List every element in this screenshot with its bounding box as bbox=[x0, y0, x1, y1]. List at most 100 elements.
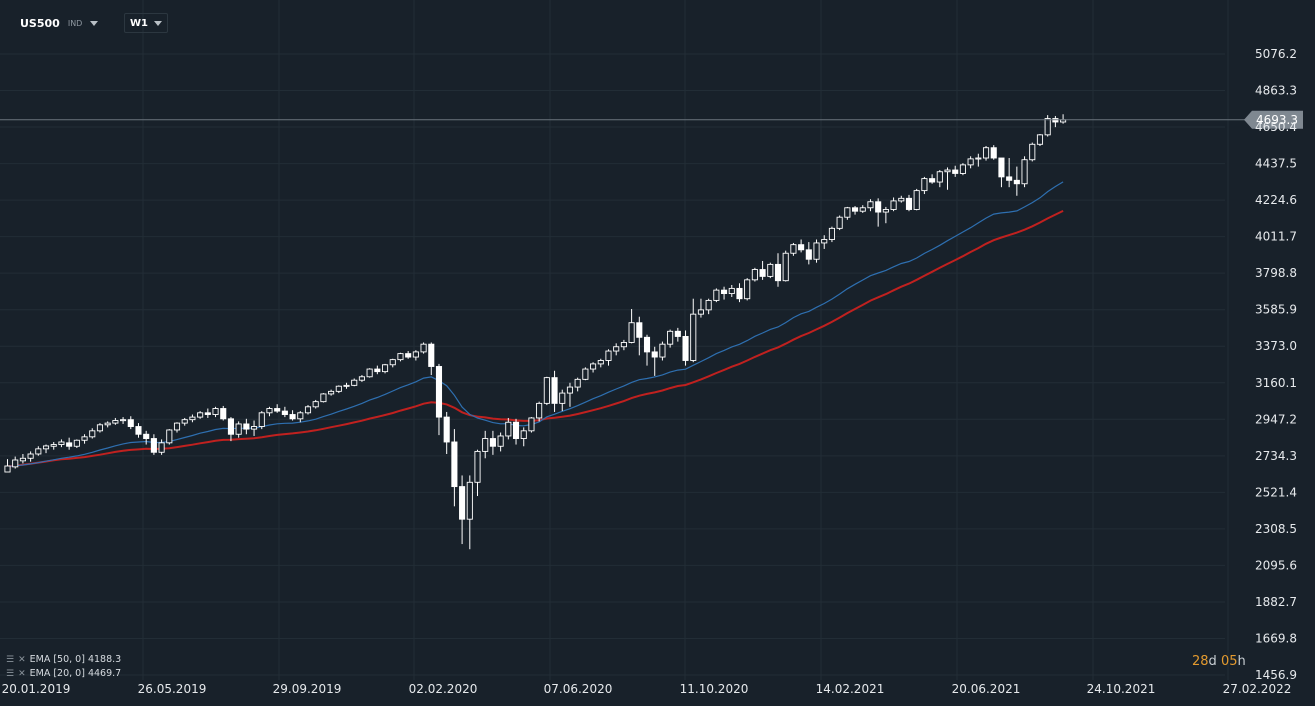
symbol-selector[interactable]: US500 IND bbox=[20, 14, 99, 32]
candle-body-bull bbox=[420, 343, 427, 353]
candle-body-bear bbox=[204, 412, 211, 415]
candle-body-bear bbox=[66, 442, 73, 447]
candle-body-bull bbox=[574, 378, 581, 388]
candle bbox=[798, 239, 805, 253]
candle-body-bear bbox=[428, 343, 435, 367]
candle bbox=[73, 439, 80, 448]
y-tick-label: 4863.3 bbox=[1255, 84, 1297, 98]
candle-body-bull bbox=[320, 393, 327, 403]
chevron-down-icon[interactable] bbox=[154, 20, 162, 26]
candle-body-bear bbox=[459, 486, 466, 520]
indicator-legend-ema50[interactable]: ☰ ✕ EMA [50, 0] 4188.3 bbox=[6, 654, 121, 665]
candle-body-bull bbox=[605, 350, 612, 361]
settings-icon[interactable]: ☰ bbox=[6, 668, 16, 679]
candle-body-bear bbox=[435, 366, 443, 418]
candle-body-bull bbox=[967, 158, 974, 166]
y-tick-label: 2947.2 bbox=[1255, 412, 1297, 426]
countdown-hours-unit: h bbox=[1237, 654, 1246, 669]
candle-body-bull bbox=[975, 157, 982, 160]
candle-body-bull bbox=[258, 412, 265, 427]
y-tick-label: 4437.5 bbox=[1255, 157, 1297, 171]
y-axis[interactable]: 5076.2 4863.3 4650.4 4437.5 4224.6 4011.7 3798… bbox=[1255, 47, 1297, 682]
candle bbox=[435, 363, 443, 436]
candle-body-bull bbox=[582, 368, 589, 380]
y-tick-label: 4011.7 bbox=[1255, 230, 1297, 244]
candle-body-bull bbox=[921, 178, 928, 192]
candle-body-bull bbox=[235, 423, 242, 435]
candle-body-bear bbox=[990, 147, 997, 159]
candle bbox=[335, 385, 342, 394]
timeframe-selector[interactable]: W1 bbox=[124, 13, 168, 33]
candle bbox=[27, 451, 34, 462]
candle-body-bull bbox=[42, 445, 50, 450]
candle bbox=[112, 417, 119, 425]
y-tick-label: 4650.4 bbox=[1255, 120, 1297, 134]
candle-body-bear bbox=[875, 201, 882, 213]
candle-body-bull bbox=[844, 207, 851, 218]
candle bbox=[251, 420, 258, 436]
indicator-legend-ema20[interactable]: ☰ ✕ EMA [20, 0] 4469.7 bbox=[6, 668, 121, 679]
chevron-down-icon[interactable] bbox=[90, 20, 99, 26]
ema50-line bbox=[7, 209, 1064, 468]
ema50-layer bbox=[7, 209, 1064, 468]
candle bbox=[590, 362, 597, 373]
candle bbox=[81, 434, 88, 444]
close-icon[interactable]: ✕ bbox=[18, 654, 27, 665]
candle bbox=[50, 441, 57, 450]
candle bbox=[366, 368, 373, 378]
candle-body-bear bbox=[682, 336, 689, 361]
candle-body-bull bbox=[158, 442, 165, 453]
candle bbox=[620, 339, 627, 351]
settings-icon[interactable]: ☰ bbox=[6, 654, 16, 665]
x-axis[interactable]: 20.01.2019 26.05.2019 29.09.2019 02.02.2020… bbox=[2, 682, 1292, 696]
candle-body-bull bbox=[821, 239, 828, 244]
candle bbox=[852, 206, 859, 215]
candle bbox=[921, 176, 928, 195]
candle bbox=[4, 459, 11, 473]
candle bbox=[466, 475, 473, 550]
candle-body-bear bbox=[150, 438, 157, 453]
candle bbox=[204, 408, 211, 418]
x-tick-label: 27.02.2022 bbox=[1223, 682, 1292, 696]
candle-body-bull bbox=[397, 353, 404, 361]
candle-body-bull bbox=[412, 351, 419, 358]
candle bbox=[774, 253, 782, 287]
candle bbox=[1052, 115, 1059, 128]
candle bbox=[751, 267, 758, 282]
candle-body-bull bbox=[628, 322, 635, 343]
candle bbox=[913, 188, 920, 211]
candle-body-bear bbox=[736, 287, 743, 300]
candle-body-bull bbox=[358, 376, 365, 381]
candle-body-bull bbox=[96, 424, 104, 432]
candle bbox=[867, 199, 874, 212]
chart-grid bbox=[0, 0, 1229, 680]
candle-body-bull bbox=[898, 197, 905, 202]
candle-body-bull bbox=[1021, 159, 1028, 185]
x-tick-label: 11.10.2020 bbox=[680, 682, 749, 696]
candle-body-bull bbox=[251, 426, 258, 430]
candle-body-bull bbox=[882, 209, 889, 213]
candle bbox=[1029, 142, 1036, 162]
candle bbox=[566, 382, 574, 407]
candle-body-bull bbox=[50, 444, 57, 447]
candle bbox=[173, 422, 181, 433]
candle-body-bull bbox=[543, 377, 550, 404]
ema20-layer bbox=[7, 181, 1064, 468]
candle-body-bull bbox=[497, 435, 504, 447]
candle bbox=[243, 418, 250, 435]
candle-body-bear bbox=[674, 330, 681, 337]
x-tick-label: 24.10.2021 bbox=[1087, 682, 1156, 696]
candle-body-bull bbox=[836, 216, 843, 229]
candle-body-bull bbox=[474, 450, 481, 483]
close-icon[interactable]: ✕ bbox=[18, 668, 27, 679]
candle bbox=[744, 278, 751, 301]
candle bbox=[898, 195, 905, 203]
candle-body-bull bbox=[73, 439, 80, 447]
candle bbox=[412, 350, 419, 361]
candle-body-bull bbox=[89, 430, 96, 438]
candle bbox=[659, 341, 666, 361]
y-tick-label: 1456.9 bbox=[1255, 668, 1297, 682]
candle-body-bull bbox=[936, 171, 943, 183]
y-tick-label: 5076.2 bbox=[1255, 47, 1297, 61]
